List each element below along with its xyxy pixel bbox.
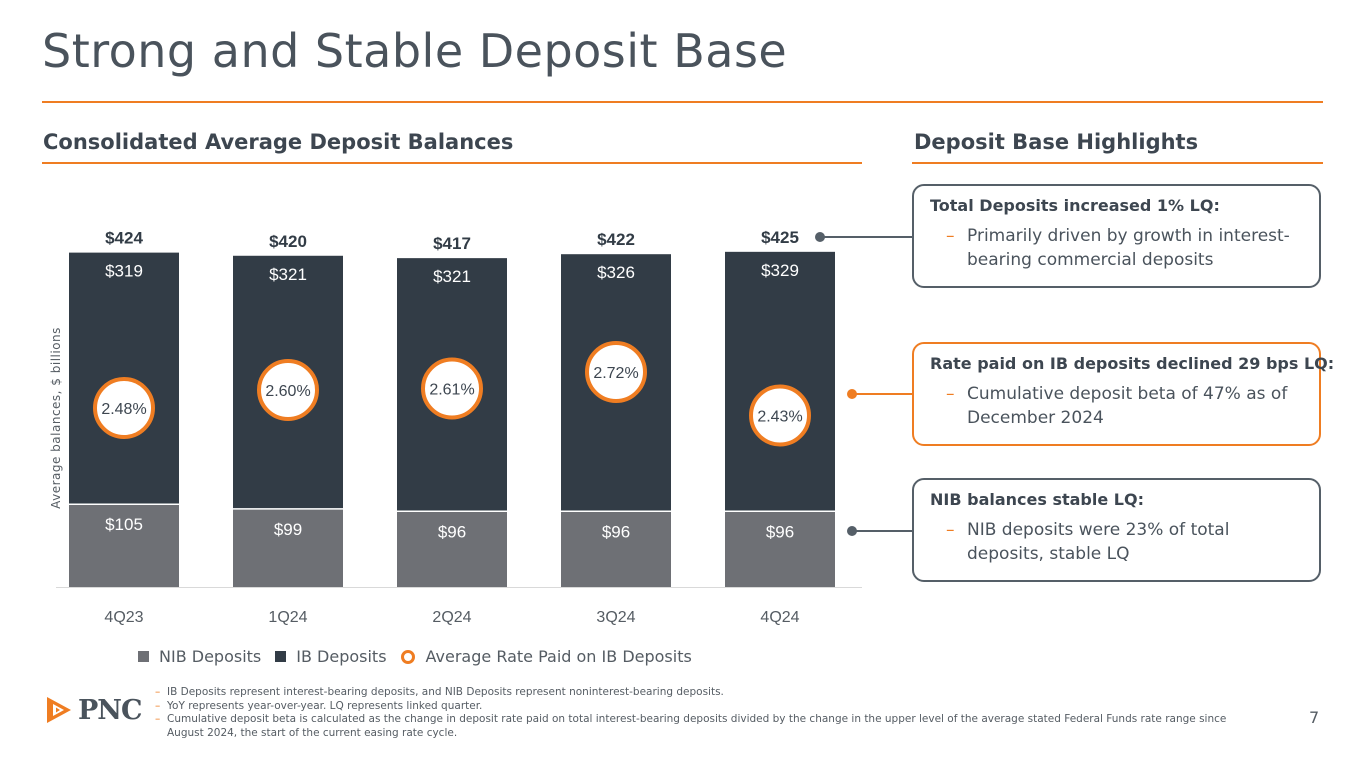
- legend-marker-rate: [400, 649, 415, 664]
- highlight-bullet-nib: – NIB deposits were 23% of total deposit…: [930, 518, 1303, 566]
- rate-label-4Q23: 2.48%: [101, 401, 146, 418]
- bar-nib-4Q23: [69, 504, 179, 587]
- chart-legend: NIB Deposits IB Deposits Average Rate Pa…: [138, 647, 706, 666]
- bar-nib-3Q24: [561, 511, 671, 587]
- label-nib-3Q24: $96: [602, 522, 630, 541]
- bullet-dash: –: [946, 520, 955, 540]
- legend-label-rate: Average Rate Paid on IB Deposits: [425, 647, 692, 666]
- pnc-logo: PNC: [44, 693, 142, 727]
- legend-label-nib: NIB Deposits: [159, 647, 262, 666]
- highlight-heading-nib: NIB balances stable LQ:: [930, 490, 1144, 509]
- highlight-box-total: Total Deposits increased 1% LQ: – Primar…: [912, 184, 1321, 288]
- highlights-heading-rule: [912, 162, 1323, 164]
- label-total-1Q24: $420: [269, 232, 307, 251]
- highlight-text-rate: Cumulative deposit beta of 47% as of Dec…: [967, 384, 1288, 428]
- label-nib-4Q24: $96: [766, 522, 794, 541]
- label-ib-1Q24: $321: [269, 265, 307, 284]
- bar-nib-2Q24: [397, 511, 507, 587]
- rate-marker-3Q24: [585, 341, 647, 403]
- highlight-heading-rate: Rate paid on IB deposits declined 29 bps…: [930, 354, 1335, 373]
- label-nib-4Q23: $105: [105, 515, 143, 534]
- legend-label-ib: IB Deposits: [296, 647, 387, 666]
- bullet-dash: –: [946, 384, 955, 404]
- label-ib-3Q24: $326: [597, 263, 635, 282]
- deposit-chart: $105 $319 $424 4Q23 2.48% $99 $321 $420 1Q24 2.60…: [56, 228, 862, 626]
- pnc-logo-icon: [47, 697, 71, 723]
- highlight-box-rate: Rate paid on IB deposits declined 29 bps…: [912, 342, 1335, 446]
- label-ib-2Q24: $321: [433, 267, 471, 286]
- bar-nib-1Q24: [233, 508, 343, 587]
- legend-item-ib: IB Deposits: [275, 647, 387, 666]
- rate-label-1Q24: 2.60%: [265, 383, 310, 400]
- label-total-4Q23: $424: [105, 229, 143, 248]
- highlight-heading-total: Total Deposits increased 1% LQ:: [930, 196, 1220, 215]
- bullet-dash: –: [946, 226, 955, 246]
- bar-ib-4Q24: [725, 251, 835, 512]
- rate-label-3Q24: 2.72%: [593, 365, 638, 382]
- highlight-bullet-total: – Primarily driven by growth in interest…: [930, 224, 1303, 272]
- rate-marker-2Q24: [421, 357, 483, 420]
- legend-swatch-ib: [275, 651, 287, 662]
- connector-line-nib: [852, 530, 912, 532]
- title-divider: [42, 101, 1323, 103]
- x-tick-2Q24: 2Q24: [432, 609, 471, 626]
- chart-heading-rule: [42, 162, 862, 164]
- rate-marker-1Q24: [257, 359, 319, 421]
- footnote: – YoY represents year-over-year. LQ repre…: [155, 700, 1255, 714]
- rate-marker-4Q23: [93, 377, 155, 439]
- label-ib-4Q24: $329: [761, 261, 799, 280]
- y-axis-label: Average balances, $ billions: [49, 327, 63, 509]
- footnote-dash: –: [155, 699, 161, 712]
- x-tick-1Q24: 1Q24: [268, 609, 307, 626]
- connector-line-rate: [852, 393, 912, 395]
- legend-swatch-nib: [138, 651, 149, 662]
- rate-marker-4Q24: [749, 384, 811, 447]
- footnote-text: YoY represents year-over-year. LQ repres…: [167, 699, 483, 712]
- label-ib-4Q23: $319: [105, 262, 143, 281]
- chart-heading: Consolidated Average Deposit Balances: [43, 130, 514, 154]
- footnote: – IB Deposits represent interest-bearing …: [155, 686, 1255, 700]
- highlight-box-nib: NIB balances stable LQ: – NIB deposits w…: [912, 478, 1321, 582]
- footnote-dash: –: [155, 686, 161, 698]
- highlight-text-nib: NIB deposits were 23% of total deposits,…: [967, 520, 1230, 564]
- footnote-text: IB Deposits represent interest-bearing d…: [167, 686, 724, 698]
- page-number: 7: [1309, 708, 1320, 727]
- highlight-text-total: Primarily driven by growth in interest-b…: [967, 226, 1290, 270]
- highlight-bullet-rate: – Cumulative deposit beta of 47% as of D…: [930, 382, 1303, 430]
- connector-line-total: [820, 236, 912, 238]
- label-nib-1Q24: $99: [274, 520, 302, 539]
- label-total-2Q24: $417: [433, 234, 471, 253]
- rate-label-4Q24: 2.43%: [757, 409, 802, 426]
- pnc-logo-text: PNC: [78, 694, 142, 726]
- x-tick-4Q23: 4Q23: [104, 609, 143, 626]
- label-total-3Q24: $422: [597, 230, 635, 249]
- footnote-text: Cumulative deposit beta is calculated as…: [167, 713, 1227, 739]
- legend-item-nib: NIB Deposits: [138, 647, 261, 666]
- footnotes: – IB Deposits represent interest-bearing …: [155, 686, 1255, 740]
- x-tick-4Q24: 4Q24: [760, 609, 799, 626]
- x-tick-3Q24: 3Q24: [596, 609, 635, 626]
- rate-label-2Q24: 2.61%: [429, 382, 474, 399]
- label-nib-2Q24: $96: [438, 522, 466, 541]
- footnote-dash: –: [155, 713, 161, 725]
- page-title: Strong and Stable Deposit Base: [42, 24, 788, 78]
- label-total-4Q24: $425: [761, 228, 799, 247]
- bar-nib-4Q24: [725, 511, 835, 587]
- legend-item-rate: Average Rate Paid on IB Deposits: [400, 647, 692, 666]
- highlights-heading: Deposit Base Highlights: [914, 130, 1199, 154]
- footnote: – Cumulative deposit beta is calculated a…: [155, 713, 1255, 740]
